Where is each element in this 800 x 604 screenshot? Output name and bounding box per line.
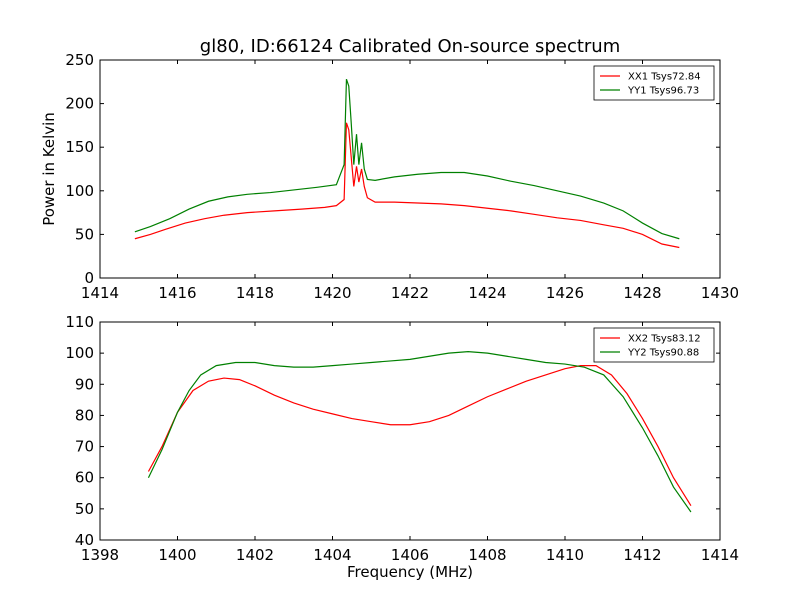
y-tick-label: 90 [75, 375, 94, 393]
x-tick-label: 1418 [236, 284, 274, 302]
legend-entry: XX2 Tsys83.12 [628, 334, 701, 345]
plot-panel-1: gl80, ID:66124 Calibrated On-source spec… [40, 36, 739, 302]
y-axis-label: Power in Kelvin [40, 112, 58, 226]
x-tick-label: 1430 [701, 284, 739, 302]
x-tick-label: 1400 [158, 546, 196, 564]
x-tick-label: 1408 [468, 546, 506, 564]
x-tick-label: 1402 [236, 546, 274, 564]
legend: XX1 Tsys72.84 YY1 Tsys96.73 [593, 65, 715, 101]
x-tick-label: 1414 [81, 284, 119, 302]
y-tick-label: 100 [65, 344, 94, 362]
x-tick-label: 1410 [546, 546, 584, 564]
y-tick-label: 100 [65, 182, 94, 200]
legend-entry: YY2 Tsys90.88 [627, 348, 699, 359]
y-tick-label: 150 [65, 138, 94, 156]
y-tick-label: 0 [84, 269, 94, 287]
x-tick-label: 1420 [313, 284, 351, 302]
y-tick-label: 200 [65, 95, 94, 113]
y-tick-label: 60 [75, 469, 94, 487]
legend-entry: YY1 Tsys96.73 [627, 86, 699, 97]
x-tick-label: 1424 [468, 284, 506, 302]
x-tick-label: 1426 [546, 284, 584, 302]
x-tick-label: 1412 [623, 546, 661, 564]
x-tick-label: 1422 [391, 284, 429, 302]
y-tick-label: 80 [75, 406, 94, 424]
legend: XX2 Tsys83.12 YY2 Tsys90.88 [593, 327, 715, 363]
x-tick-label: 1398 [81, 546, 119, 564]
y-tick-label: 50 [75, 500, 94, 518]
x-tick-label: 1404 [313, 546, 351, 564]
legend-box [593, 65, 715, 101]
x-axis-label: Frequency (MHz) [347, 563, 473, 581]
x-tick-label: 1406 [391, 546, 429, 564]
x-tick-label: 1416 [158, 284, 196, 302]
x-tick-label: 1428 [623, 284, 661, 302]
y-tick-label: 70 [75, 438, 94, 456]
y-tick-label: 250 [65, 51, 94, 69]
series-line-xx2 [147, 365, 692, 507]
y-tick-label: 50 [75, 225, 94, 243]
series-line-yy1 [134, 78, 680, 240]
series-line-xx1 [134, 122, 680, 249]
x-tick-label: 1414 [701, 546, 739, 564]
series-line-yy2 [147, 350, 692, 513]
chart-title: gl80, ID:66124 Calibrated On-source spec… [200, 36, 620, 57]
plot-panel-2: 1398 1400 1402 1404 1406 1408 1410 1412 1414 40 50… [65, 313, 739, 581]
legend-entry: XX1 Tsys72.84 [628, 72, 701, 83]
legend-box [593, 327, 715, 363]
y-tick-label: 40 [75, 531, 94, 549]
y-tick-label: 110 [65, 313, 94, 331]
